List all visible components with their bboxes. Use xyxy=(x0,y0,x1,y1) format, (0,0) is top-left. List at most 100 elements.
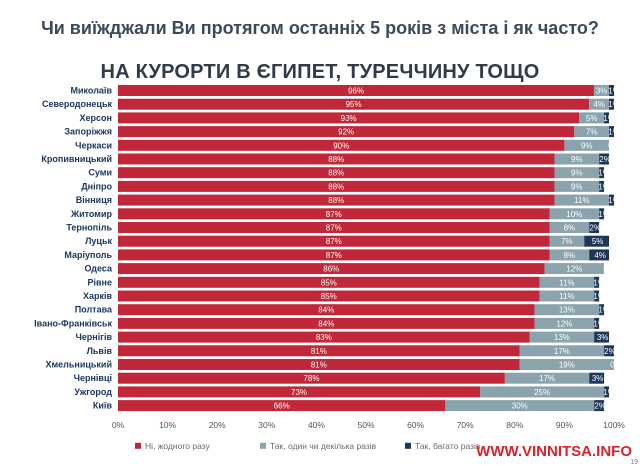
bar-segment xyxy=(118,208,550,220)
x-tick-label: 40% xyxy=(308,420,325,430)
data-label: 13% xyxy=(559,306,575,315)
data-label: 7% xyxy=(586,128,598,137)
data-label: 2% xyxy=(594,402,606,411)
bar-segment xyxy=(594,85,610,96)
bar-segment xyxy=(554,194,610,206)
category-label: Дніпро xyxy=(81,181,112,191)
bar-segment xyxy=(599,167,605,179)
bar-segment xyxy=(118,249,550,261)
data-label: 88% xyxy=(328,196,344,205)
bar-segment xyxy=(118,304,535,316)
bar-segment xyxy=(118,290,540,302)
bar-segment xyxy=(599,180,605,192)
data-label: 17% xyxy=(554,347,570,356)
data-label: 5% xyxy=(586,114,598,123)
data-label: 12% xyxy=(566,265,582,274)
x-tick-label: 50% xyxy=(357,420,374,430)
data-label: 1% xyxy=(603,388,615,397)
data-label: 0% xyxy=(608,141,620,150)
bar-segment xyxy=(118,112,580,124)
category-label: Кропивницький xyxy=(41,154,112,164)
data-label: 66% xyxy=(274,402,290,411)
category-label: Северодонецьк xyxy=(42,99,113,109)
category-label: Івано-Франківськ xyxy=(34,318,112,328)
category-label: Чернігів xyxy=(75,332,112,342)
data-label: 10% xyxy=(566,210,582,219)
data-label: 1% xyxy=(593,319,605,328)
bar-segment xyxy=(579,112,605,124)
bar-segment xyxy=(539,276,595,288)
bar-segment xyxy=(118,263,545,275)
bar-segment xyxy=(118,126,575,138)
x-tick-label: 10% xyxy=(159,420,176,430)
bar-segment xyxy=(589,372,605,384)
x-tick-label: 100% xyxy=(603,420,625,430)
bar-segment xyxy=(118,386,481,398)
legend-swatch xyxy=(135,442,141,449)
data-label: 2% xyxy=(604,347,616,356)
data-label: 95% xyxy=(346,100,362,109)
data-label: 11% xyxy=(574,196,589,205)
data-label: 0% xyxy=(610,361,622,370)
x-tick-label: 70% xyxy=(457,420,474,430)
bar-segment xyxy=(554,153,600,165)
bar-segment xyxy=(118,153,555,165)
bar-segment xyxy=(599,208,605,220)
data-label: 88% xyxy=(328,182,344,191)
data-label: 1% xyxy=(593,278,605,287)
data-label: 25% xyxy=(534,388,550,397)
data-label: 4% xyxy=(594,251,606,260)
data-label: 78% xyxy=(303,374,319,383)
bar-segment xyxy=(534,317,595,329)
bar-segment xyxy=(609,126,614,138)
category-label: Полтава xyxy=(75,305,113,315)
bar-segment xyxy=(118,235,550,247)
bar-segment xyxy=(594,290,600,302)
bar-segment xyxy=(604,112,610,124)
bar-segment xyxy=(609,194,614,206)
data-label: 1% xyxy=(603,114,615,123)
bar-segment xyxy=(445,400,595,412)
data-label: 1% xyxy=(598,169,610,178)
data-label: 12% xyxy=(556,319,572,328)
bar-segment xyxy=(554,167,600,179)
data-label: 0% xyxy=(603,265,615,274)
data-label: 3% xyxy=(597,333,609,342)
data-label: 84% xyxy=(318,319,334,328)
bar-segment xyxy=(118,222,550,233)
bar-segment xyxy=(544,263,605,275)
data-label: 9% xyxy=(571,169,583,178)
bar-segment xyxy=(554,180,600,192)
data-label: 11% xyxy=(559,278,574,287)
data-label: 90% xyxy=(333,141,349,150)
x-tick-label: 20% xyxy=(209,420,226,430)
data-label: 9% xyxy=(571,182,583,191)
data-label: 88% xyxy=(328,155,344,164)
data-label: 13% xyxy=(554,333,570,342)
bar-segment xyxy=(519,345,605,357)
data-label: 81% xyxy=(311,361,327,370)
bar-segment xyxy=(599,153,610,165)
data-label: 1% xyxy=(598,182,610,191)
bar-segment xyxy=(118,194,555,206)
bar-segment xyxy=(118,372,505,384)
category-label: Луцьк xyxy=(85,236,112,246)
bar-segment xyxy=(529,331,595,343)
category-label: Херсон xyxy=(80,113,112,123)
bar-segment xyxy=(118,359,520,370)
data-label: 1% xyxy=(608,87,620,96)
bar-segment xyxy=(118,400,446,412)
data-label: 8% xyxy=(564,224,576,233)
data-label: 19% xyxy=(559,361,575,370)
category-label: Ужгород xyxy=(74,387,112,397)
bar-segment xyxy=(589,249,610,261)
data-label: 7% xyxy=(561,237,573,246)
data-label: 1% xyxy=(593,292,605,301)
bar-segment xyxy=(594,276,600,288)
category-label: Львів xyxy=(87,346,113,356)
x-tick-label: 60% xyxy=(407,420,424,430)
data-label: 1% xyxy=(598,306,610,315)
bar-segment xyxy=(549,249,590,261)
data-label: 92% xyxy=(338,128,354,137)
